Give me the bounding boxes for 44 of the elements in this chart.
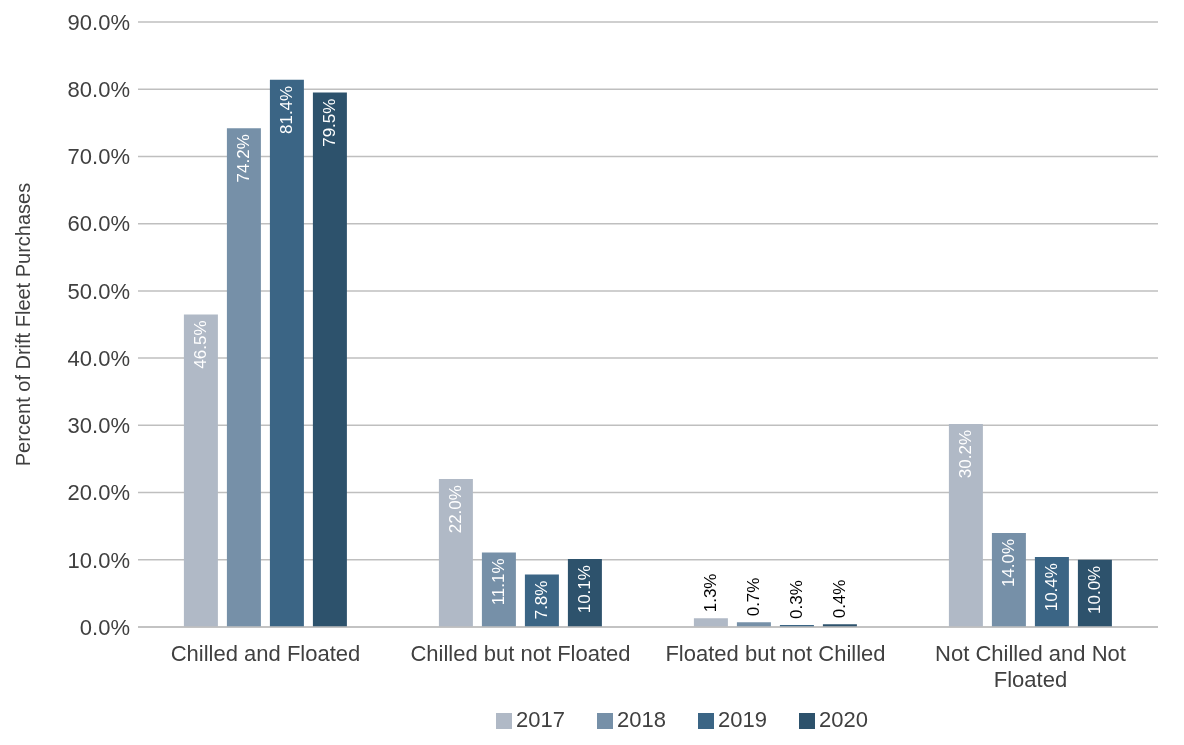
y-tick-label: 60.0% xyxy=(67,211,130,237)
bar xyxy=(693,618,728,627)
y-tick-label: 80.0% xyxy=(67,77,130,103)
bar xyxy=(183,314,218,627)
data-label: 0.4% xyxy=(830,579,850,619)
y-tick-label: 10.0% xyxy=(67,547,130,573)
y-tick-label: 40.0% xyxy=(67,345,130,371)
bar xyxy=(312,92,347,627)
legend-label: 2018 xyxy=(617,707,666,732)
data-label: 79.5% xyxy=(320,98,340,147)
bar xyxy=(991,532,1026,627)
data-label: 74.2% xyxy=(234,134,254,183)
y-tick-label: 50.0% xyxy=(67,278,130,304)
data-label: 10.1% xyxy=(575,565,595,614)
y-tick-label: 30.0% xyxy=(67,413,130,439)
bar xyxy=(481,552,516,627)
data-label: 11.1% xyxy=(489,558,509,606)
y-axis-title: Percent of Drift Fleet Purchases xyxy=(12,182,35,467)
data-label: 10.4% xyxy=(1042,563,1062,612)
bar xyxy=(269,79,304,627)
data-label: 0.7% xyxy=(744,577,764,617)
data-label: 46.5% xyxy=(191,320,211,369)
bar xyxy=(226,128,261,627)
y-tick-label: 90.0% xyxy=(67,9,130,35)
data-label: 30.2% xyxy=(956,429,976,479)
y-tick-label: 70.0% xyxy=(67,144,130,170)
legend-label: 2017 xyxy=(516,707,566,732)
x-tick-label: Chilled and Floated xyxy=(170,641,361,666)
bar xyxy=(438,479,473,627)
x-tick-label: Chilled but not Floated xyxy=(410,641,631,666)
data-label: 1.3% xyxy=(701,573,721,613)
data-label: 14.0% xyxy=(999,538,1019,588)
data-label: 10.0% xyxy=(1085,565,1105,614)
x-tick-label: Not Chilled and Not Floated xyxy=(935,641,1126,692)
data-label: 81.4% xyxy=(277,85,297,135)
data-label: 0.3% xyxy=(787,580,807,619)
y-tick-label: 0.0% xyxy=(79,614,130,640)
legend-label: 2020 xyxy=(818,707,868,732)
data-label: 22.0% xyxy=(446,485,466,534)
legend-label: 2019 xyxy=(718,707,767,732)
bar xyxy=(948,423,983,627)
x-tick-label: Floated but not Chilled xyxy=(665,641,886,666)
y-tick-label: 20.0% xyxy=(67,480,130,506)
data-label: 7.8% xyxy=(532,580,552,620)
